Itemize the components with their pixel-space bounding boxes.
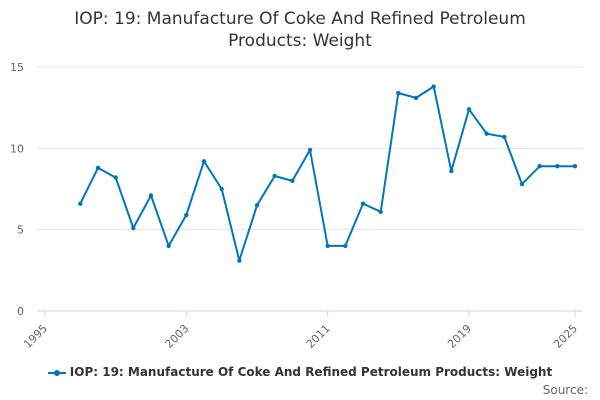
x-tick-label: 2003 xyxy=(162,322,191,351)
data-point xyxy=(166,243,171,249)
data-point xyxy=(307,147,313,153)
data-point xyxy=(148,193,154,198)
chart-title-line-2: Products: Weight xyxy=(228,31,372,51)
x-tick-label: 1995 xyxy=(21,322,50,351)
data-point xyxy=(360,201,366,206)
data-point xyxy=(237,258,242,263)
y-tick-label: 10 xyxy=(10,142,24,155)
x-axis xyxy=(37,310,583,317)
data-point xyxy=(290,178,295,184)
data-point xyxy=(466,107,472,112)
y-tick-label: 5 xyxy=(17,224,24,237)
data-point xyxy=(113,175,118,180)
data-point xyxy=(201,159,207,164)
legend[interactable]: IOP: 19: Manufacture Of Coke And Refined… xyxy=(0,365,600,379)
data-point xyxy=(272,173,277,179)
data-point xyxy=(396,90,401,96)
data-point xyxy=(502,134,507,140)
y-tick-label: 0 xyxy=(17,305,24,318)
data-point xyxy=(484,131,489,136)
x-tick-label: 2011 xyxy=(304,322,333,351)
series-line xyxy=(79,85,575,262)
x-tick-label: 2019 xyxy=(445,322,474,351)
data-point xyxy=(184,212,189,218)
data-point xyxy=(219,186,224,192)
series-group xyxy=(78,84,578,263)
data-point xyxy=(131,225,136,231)
data-point xyxy=(78,201,83,206)
data-point xyxy=(378,209,383,214)
legend-swatch xyxy=(47,369,66,376)
data-point xyxy=(325,243,330,249)
chart-title-line-1: IOP: 19: Manufacture Of Coke And Refined… xyxy=(74,9,526,29)
data-point xyxy=(413,95,419,101)
data-point xyxy=(572,164,578,169)
data-point xyxy=(343,243,348,249)
source-label: Source: xyxy=(542,383,588,397)
data-point xyxy=(431,84,436,89)
data-point xyxy=(555,164,560,169)
x-tick-label: 2025 xyxy=(551,322,580,351)
data-point xyxy=(449,168,454,174)
data-point xyxy=(519,181,525,187)
data-point xyxy=(95,165,101,171)
legend-label: IOP: 19: Manufacture Of Coke And Refined… xyxy=(69,365,553,379)
y-tick-label: 15 xyxy=(10,61,24,74)
data-point xyxy=(537,164,542,169)
data-point xyxy=(254,203,260,208)
chart-title: IOP: 19: Manufacture Of Coke And Refined… xyxy=(0,8,600,52)
tick-labels: 0 5 10 15 1995 2003 2011 2019 2025 xyxy=(10,61,580,351)
